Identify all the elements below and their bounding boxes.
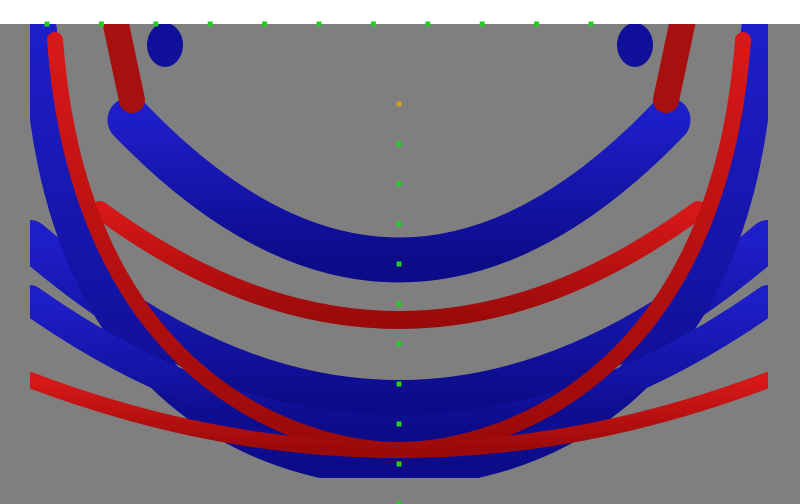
blue-band [30, 285, 768, 445]
receiver-dot [396, 141, 402, 147]
red-blob [102, 24, 145, 113]
receiver-dot [396, 221, 402, 227]
receiver-dot [396, 261, 402, 267]
receiver-dot [396, 101, 402, 107]
receivers [44, 21, 594, 504]
receiver-dot [588, 21, 594, 27]
receiver-dot [316, 21, 322, 27]
blue-blob [617, 24, 653, 67]
blue-band [30, 24, 768, 478]
receiver-dot [153, 21, 159, 27]
receiver-dot [98, 21, 104, 27]
receiver-dot [396, 301, 402, 307]
receiver-dot [396, 341, 402, 347]
receiver-dot [396, 421, 402, 427]
receiver-dot [425, 21, 431, 27]
receiver-dot [479, 21, 485, 27]
receiver-dot [534, 21, 540, 27]
blue-blob [147, 24, 183, 67]
receiver-dot [207, 21, 213, 27]
red-blob [653, 24, 696, 113]
red-band [91, 201, 707, 329]
receiver-dot [396, 381, 402, 387]
blue-band [107, 97, 691, 283]
receiver-dot [370, 21, 376, 27]
receiver-dot [396, 461, 402, 467]
receiver-dot [396, 501, 402, 504]
top-bar [0, 0, 800, 24]
receiver-dot [396, 181, 402, 187]
red-band [30, 372, 768, 458]
receiver-dot [262, 21, 268, 27]
receiver-dot [44, 21, 50, 27]
wavefield [30, 24, 768, 478]
